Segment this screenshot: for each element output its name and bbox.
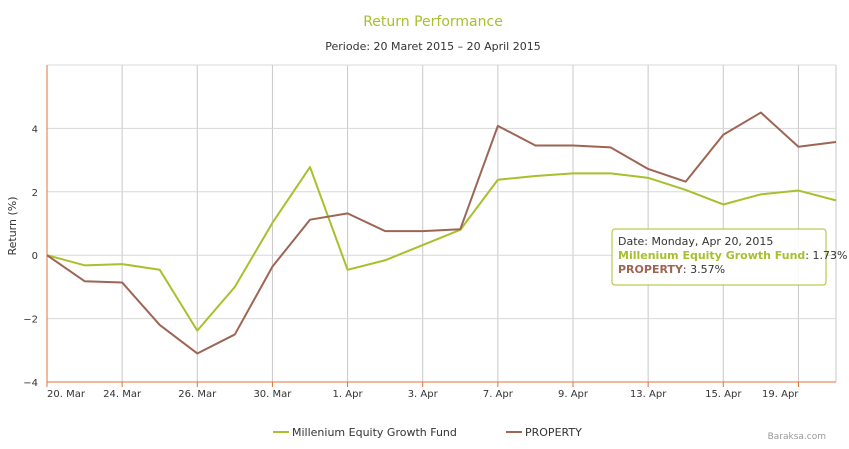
x-tick-label: 30. Mar [253,389,292,400]
tooltip-row-millenium: Millenium Equity Growth Fund: 1.73% [618,249,847,262]
legend-label-property: PROPERTY [525,426,582,439]
chart-subtitle: Periode: 20 Maret 2015 – 20 April 2015 [325,40,540,53]
tooltip-box [611,228,827,286]
tooltip-series2-value: : 3.57% [683,263,725,276]
tooltip: Date: Monday, Apr 20, 2015 Millenium Equ… [611,228,847,286]
x-tick-label: 7. Apr [483,389,514,400]
series-layer [46,111,837,355]
series-line-millenium[interactable] [46,166,837,332]
legend: Millenium Equity Growth Fund PROPERTY [273,426,582,439]
x-tick-label: 3. Apr [408,389,439,400]
x-tick-label: 24. Mar [103,389,142,400]
legend-item-property[interactable]: PROPERTY [506,426,582,439]
y-tick-label: 4 [32,124,38,135]
legend-label-millenium: Millenium Equity Growth Fund [292,426,457,439]
chart-title: Return Performance [363,14,503,30]
grid [46,64,837,383]
y-tick-label: −2 [23,315,38,326]
x-tick-label: 19. Apr [762,389,799,400]
tick-labels: −4 −2 0 2 4 20. Mar 24. Mar 26. Mar 30. Mar 1. Ap… [23,124,799,400]
tooltip-row-property: PROPERTY: 3.57% [618,263,725,276]
axes [46,65,836,387]
x-tick-label: 15. Apr [705,389,742,400]
x-tick-label: 1. Apr [333,389,364,400]
y-tick-label: 0 [32,251,38,262]
tooltip-series2-name: PROPERTY [618,263,684,276]
credit[interactable]: Baraksa.com [768,432,826,442]
legend-item-millenium[interactable]: Millenium Equity Growth Fund [273,426,457,439]
y-axis-label: Return (%) [6,196,19,255]
x-tick-label: 20. Mar [47,389,86,400]
y-tick-label: −4 [23,378,38,389]
x-tick-label: 26. Mar [178,389,217,400]
tooltip-series1-name: Millenium Equity Growth Fund [618,249,805,262]
tooltip-series1-value: : 1.73% [805,249,847,262]
x-tick-label: 9. Apr [558,389,589,400]
y-tick-label: 2 [32,188,38,199]
x-tick-label: 13. Apr [630,389,667,400]
tooltip-date: Date: Monday, Apr 20, 2015 [618,235,773,248]
series-line-property[interactable] [46,111,837,355]
